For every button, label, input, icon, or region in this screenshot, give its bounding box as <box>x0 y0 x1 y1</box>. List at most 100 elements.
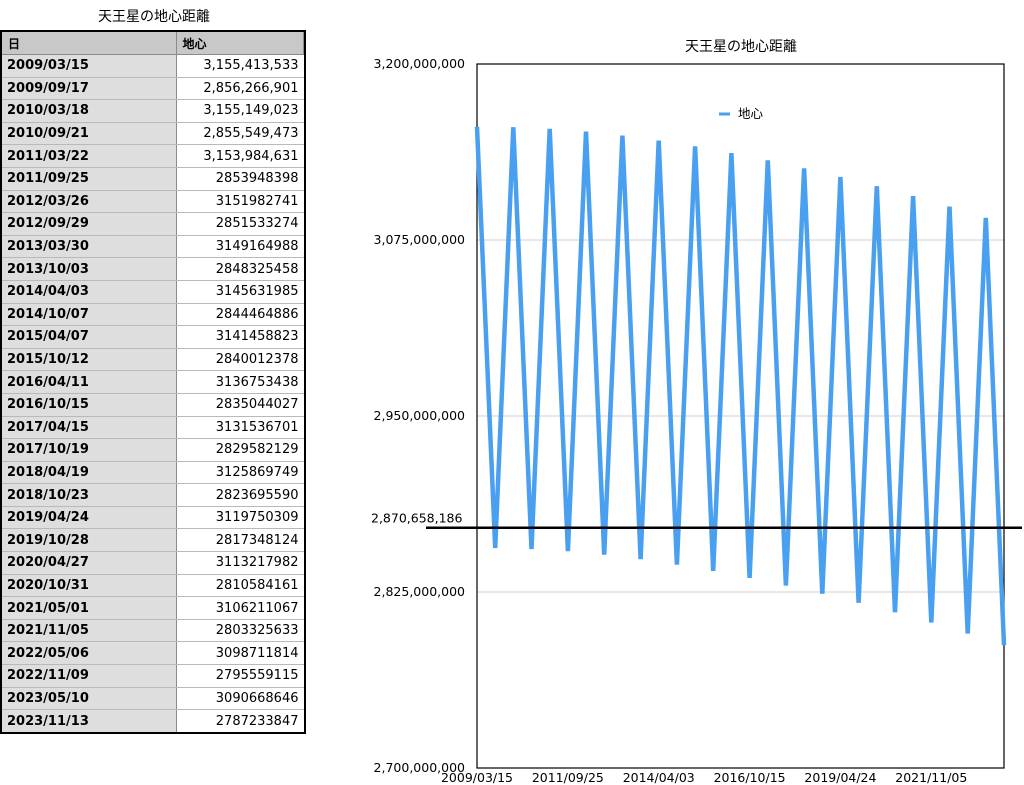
x-tick-label: 2019/04/24 <box>804 770 876 785</box>
table-row: 2022/05/06 3098711814 <box>2 641 304 666</box>
table-row: 2022/11/09 2795559115 <box>2 664 304 688</box>
table-row: 2010/03/18 3,155,149,023 <box>2 99 304 123</box>
table-row: 2021/05/01 3106211067 <box>2 596 304 620</box>
data-table: 日 地心 2009/03/15 3,155,413,533 2009/09/17 2,… <box>0 30 306 735</box>
table-row: 2019/10/28 2817348124 <box>2 528 304 553</box>
date-cell[interactable]: 2022/11/09 <box>2 664 177 688</box>
table-row: 2020/04/27 3113217982 <box>2 551 304 575</box>
distance-cell[interactable]: 2787233847 <box>215 713 299 729</box>
x-tick-label: 2009/03/15 <box>441 770 513 785</box>
table-row: 2009/03/15 3,155,413,533 <box>2 54 304 78</box>
date-cell[interactable]: 2016/10/15 <box>2 393 177 417</box>
y-tick-label: 2,700,000,000 <box>374 760 465 775</box>
table-row: 2023/05/10 3090668646 <box>2 687 304 711</box>
table-row: 2011/09/25 2853948398 <box>2 167 304 191</box>
distance-cell[interactable]: 3141458823 <box>176 325 304 349</box>
column-header-distance[interactable]: 地心 <box>176 32 304 55</box>
table-row: 2016/04/11 3136753438 <box>2 370 304 394</box>
table-row: 2021/11/05 2803325633 <box>2 619 304 643</box>
date-cell[interactable]: 2011/03/22 <box>2 144 177 168</box>
date-cell[interactable]: 2021/05/01 <box>2 596 177 620</box>
date-cell[interactable]: 2023/11/13 <box>2 709 177 733</box>
table-header-row: 日 地心 <box>2 32 304 55</box>
distance-cell[interactable]: 2803325633 <box>176 619 304 643</box>
distance-cell[interactable]: 2851533274 <box>176 212 304 236</box>
table-row: 2017/04/15 3131536701 <box>2 416 304 440</box>
distance-cell[interactable]: 2848325458 <box>176 257 304 281</box>
date-cell[interactable]: 2014/10/07 <box>2 303 177 327</box>
distance-cell[interactable]: 3149164988 <box>176 235 304 259</box>
distance-cell[interactable]: 3131536701 <box>176 416 304 440</box>
distance-cell[interactable]: 3125869749 <box>176 461 304 485</box>
y-tick-label: 2,825,000,000 <box>374 584 465 599</box>
table-row: 2011/03/22 3,153,984,631 <box>2 144 304 168</box>
date-cell[interactable]: 2020/04/27 <box>2 551 177 575</box>
distance-cell[interactable]: 2810584161 <box>176 574 304 598</box>
table-row: 2023/11/13 2787233847 <box>2 709 304 733</box>
date-cell[interactable]: 2013/10/03 <box>2 257 177 281</box>
table-row: 2019/04/24 3119750309 <box>2 506 304 530</box>
distance-cell[interactable]: 2840012378 <box>176 348 304 372</box>
date-cell[interactable]: 2010/09/21 <box>2 122 177 146</box>
distance-cell[interactable]: 2817348124 <box>176 528 304 553</box>
date-cell[interactable]: 2013/03/30 <box>2 235 177 259</box>
x-tick-label: 2014/04/03 <box>623 770 695 785</box>
table-row: 2015/10/12 2840012378 <box>2 348 304 372</box>
distance-cell[interactable]: 3136753438 <box>176 370 304 394</box>
distance-cell[interactable]: 3151982741 <box>176 190 304 214</box>
date-cell[interactable]: 2012/09/29 <box>2 212 177 236</box>
distance-cell[interactable]: 2795559115 <box>176 664 304 688</box>
distance-cell[interactable]: 3106211067 <box>176 596 304 620</box>
date-cell[interactable]: 2017/04/15 <box>2 416 177 440</box>
distance-cell[interactable]: 3098711814 <box>176 641 304 666</box>
table-row: 2020/10/31 2810584161 <box>2 574 304 598</box>
date-cell[interactable]: 2010/03/18 <box>2 99 177 123</box>
distance-cell[interactable]: 3090668646 <box>176 687 304 711</box>
date-cell[interactable]: 2015/04/07 <box>2 325 177 349</box>
date-cell[interactable]: 2009/09/17 <box>2 77 177 101</box>
distance-cell[interactable]: 3119750309 <box>176 506 304 530</box>
distance-cell[interactable]: 3,155,149,023 <box>176 99 304 123</box>
distance-cell[interactable]: 3,153,984,631 <box>176 144 304 168</box>
table-row: 2015/04/07 3141458823 <box>2 325 304 349</box>
table-row: 2017/10/19 2829582129 <box>2 438 304 462</box>
distance-cell[interactable]: 2823695590 <box>176 483 304 507</box>
series-line-0 <box>474 126 1007 646</box>
y-tick-label: 3,200,000,000 <box>374 56 465 71</box>
distance-cell[interactable]: 2,856,266,901 <box>176 77 304 101</box>
distance-cell[interactable]: 3145631985 <box>176 280 304 304</box>
table-row: 2014/10/07 2844464886 <box>2 303 304 327</box>
date-cell[interactable]: 2018/04/19 <box>2 461 177 485</box>
date-cell[interactable]: 2009/03/15 <box>2 54 177 78</box>
date-cell[interactable]: 2019/04/24 <box>2 506 177 530</box>
distance-cell[interactable]: 2829582129 <box>176 438 304 462</box>
date-cell[interactable]: 2014/04/03 <box>2 280 177 304</box>
date-cell[interactable]: 2019/10/28 <box>2 528 177 553</box>
date-cell[interactable]: 2022/05/06 <box>2 641 177 666</box>
distance-cell[interactable]: 2853948398 <box>176 167 304 191</box>
date-cell[interactable]: 2011/09/25 <box>2 167 177 191</box>
distance-cell[interactable]: 3,155,413,533 <box>176 54 304 78</box>
date-cell[interactable]: 2017/10/19 <box>2 438 177 462</box>
legend-label: 地心 <box>738 106 764 121</box>
date-cell[interactable]: 2016/04/11 <box>2 370 177 394</box>
table-row: 2012/03/26 3151982741 <box>2 190 304 214</box>
y-tick-label: 3,075,000,000 <box>374 232 465 247</box>
table-title: 天王星の地心距離 <box>98 9 210 25</box>
column-header-date[interactable]: 日 <box>2 32 177 55</box>
distance-cell[interactable]: 2,855,549,473 <box>176 122 304 146</box>
distance-cell[interactable]: 2835044027 <box>176 393 304 417</box>
distance-cell[interactable]: 3113217982 <box>176 551 304 575</box>
table-row: 2009/09/17 2,856,266,901 <box>2 77 304 101</box>
date-cell[interactable]: 2018/10/23 <box>2 483 177 507</box>
date-cell[interactable]: 2012/03/26 <box>2 190 177 214</box>
date-cell[interactable]: 2021/11/05 <box>2 619 177 643</box>
table-row: 2012/09/29 2851533274 <box>2 212 304 236</box>
date-cell[interactable]: 2020/10/31 <box>2 574 177 598</box>
date-cell[interactable]: 2015/10/12 <box>2 348 177 372</box>
distance-cell[interactable]: 2844464886 <box>176 303 304 327</box>
x-tick-label: 2021/11/05 <box>895 770 967 785</box>
date-cell[interactable]: 2023/05/10 <box>2 687 177 711</box>
table-row: 2018/04/19 3125869749 <box>2 461 304 485</box>
